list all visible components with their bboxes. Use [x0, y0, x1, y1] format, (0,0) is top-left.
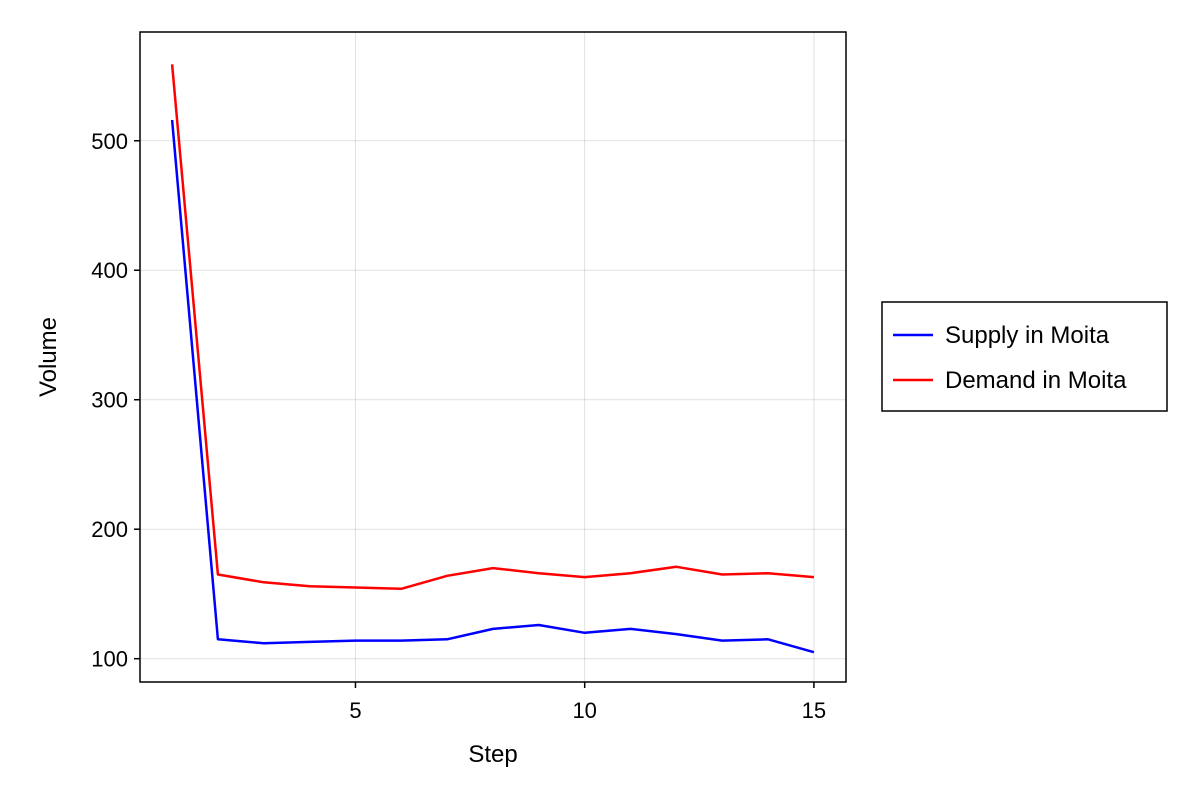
- x-tick-label: 5: [349, 698, 361, 723]
- grid: [140, 32, 846, 682]
- y-axis-title: Volume: [35, 317, 62, 397]
- legend: Supply in Moita Demand in Moita: [881, 301, 1168, 412]
- x-tick-label: 10: [572, 698, 596, 723]
- y-tick-label: 300: [91, 388, 128, 413]
- legend-label: Demand in Moita: [945, 367, 1127, 394]
- x-axis: 5 10 15: [349, 682, 826, 723]
- series-line-demand: [170, 64, 815, 591]
- y-tick-label: 400: [91, 258, 128, 283]
- legend-label: Supply in Moita: [945, 322, 1110, 349]
- series-layer: [170, 64, 815, 654]
- y-axis: 100 200 300 400 500: [91, 129, 140, 672]
- y-tick-label: 500: [91, 129, 128, 154]
- legend-box: [881, 301, 1168, 412]
- x-axis-title: Step: [468, 741, 517, 768]
- series-line-supply: [170, 119, 815, 654]
- y-tick-label: 200: [91, 517, 128, 542]
- x-tick-label: 15: [802, 698, 826, 723]
- plot-frame: [139, 31, 847, 683]
- y-tick-label: 100: [91, 647, 128, 672]
